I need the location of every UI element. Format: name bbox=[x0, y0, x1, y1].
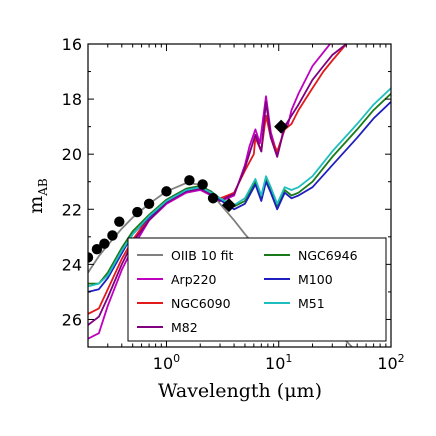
data-point-1 bbox=[91, 244, 103, 255]
legend-box bbox=[127, 237, 387, 342]
series-line-ngc6946 bbox=[88, 92, 391, 285]
legend: OIIB 10 fit NGC6946 Arp220 M100 NGC6090 M51 M8… bbox=[127, 237, 387, 342]
y-axis-title-main: m bbox=[25, 196, 47, 214]
series-line-m51 bbox=[88, 87, 391, 288]
data-point-3 bbox=[107, 230, 118, 241]
legend-label-m51: M51 bbox=[298, 296, 325, 311]
y-tick-label-26: 26 bbox=[62, 310, 82, 329]
y-tick-label-24: 24 bbox=[62, 255, 82, 274]
series-line-ngc6090 bbox=[88, 44, 347, 315]
data-point-4 bbox=[114, 216, 125, 227]
data-point-2 bbox=[99, 238, 110, 249]
legend-label-oiib-10-fit: OIIB 10 fit bbox=[171, 248, 234, 263]
x-axis-title: Wavelength (μm) bbox=[158, 380, 322, 402]
legend-label-ngc6946: NGC6946 bbox=[298, 248, 358, 263]
legend-label-m82: M82 bbox=[171, 320, 198, 335]
y-tick-label-16: 16 bbox=[62, 35, 82, 54]
data-points-group bbox=[88, 119, 289, 263]
data-point-0 bbox=[88, 252, 94, 263]
legend-label-ngc6090: NGC6090 bbox=[171, 296, 231, 311]
data-point-7 bbox=[161, 186, 172, 197]
x-tick-label-10: 101 bbox=[265, 352, 292, 373]
y-tick-label-20: 20 bbox=[62, 145, 82, 164]
data-point-8 bbox=[184, 175, 195, 186]
data-point-11 bbox=[221, 198, 236, 213]
y-axis-title: mAB bbox=[25, 178, 50, 214]
legend-label-arp220: Arp220 bbox=[171, 272, 217, 287]
legend-label-m100: M100 bbox=[298, 272, 333, 287]
data-point-10 bbox=[207, 193, 219, 204]
data-point-6 bbox=[143, 198, 155, 209]
y-tick-label-22: 22 bbox=[62, 200, 82, 219]
data-point-12 bbox=[274, 119, 289, 134]
y-tick-label-18: 18 bbox=[62, 90, 82, 109]
x-tick-label-100: 102 bbox=[377, 352, 404, 373]
data-point-9 bbox=[197, 179, 208, 190]
ticks-group: 16 18 20 22 24 26 100 101 102 bbox=[62, 35, 405, 373]
plot-frame bbox=[87, 43, 392, 348]
data-point-5 bbox=[132, 206, 143, 218]
y-axis-title-sub: AB bbox=[36, 178, 50, 197]
x-tick-label-1: 100 bbox=[153, 352, 180, 373]
